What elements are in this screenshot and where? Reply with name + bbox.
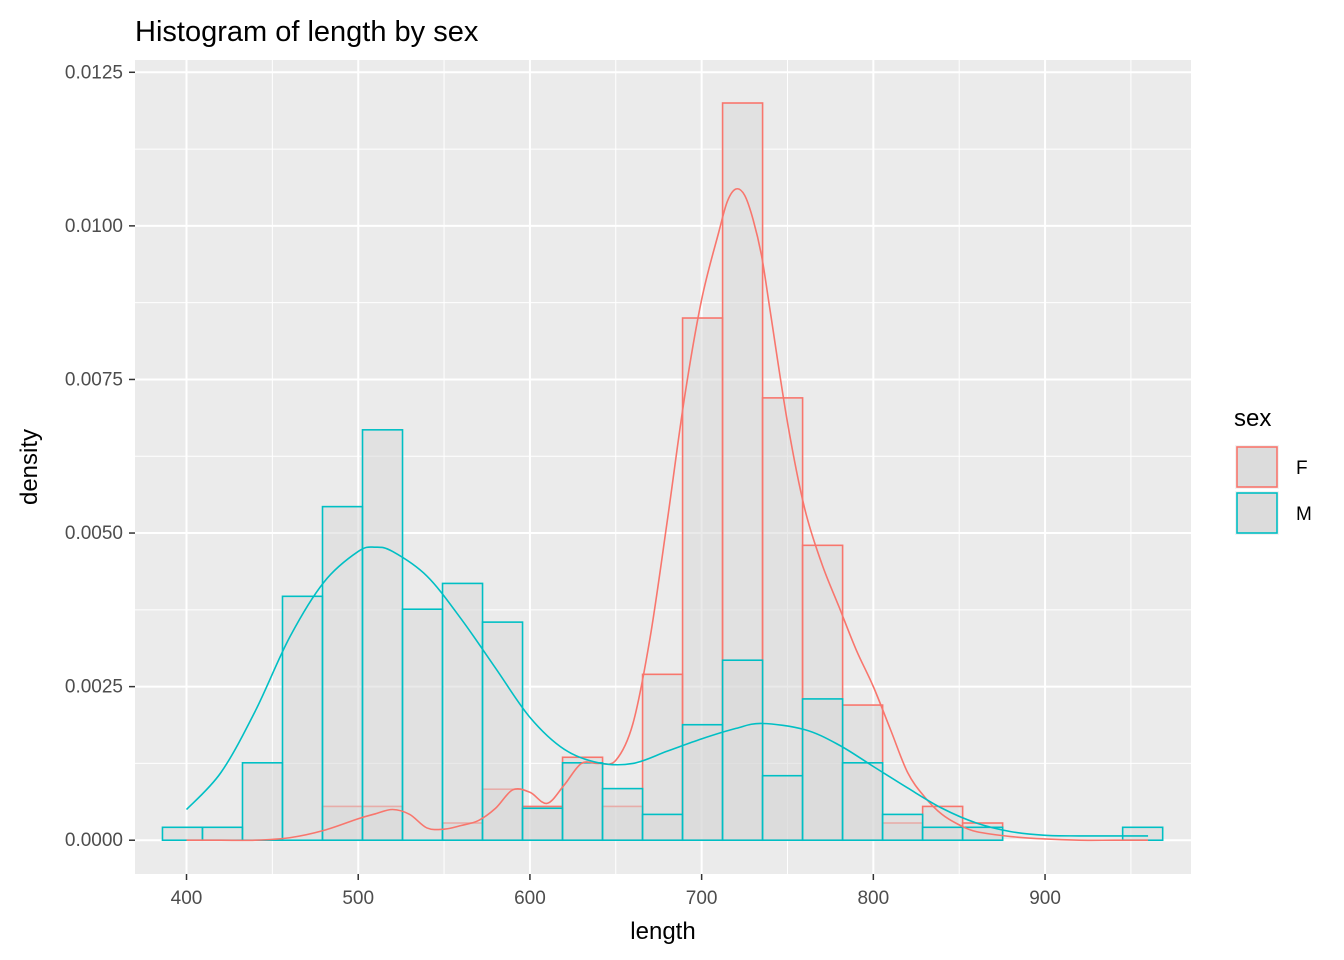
y-tick-label: 0.0050 [65, 523, 123, 544]
x-tick-label: 800 [857, 888, 889, 909]
bar-M [561, 762, 604, 842]
density-curves [185, 187, 1149, 842]
x-axis-title: length [630, 918, 695, 945]
bar-M [641, 813, 684, 842]
legend-key [1236, 492, 1278, 534]
bar-M [481, 621, 524, 842]
bar-F [641, 673, 684, 842]
chart-title: Histogram of length by sex [135, 16, 479, 48]
bar-M [201, 826, 244, 842]
bar-M [361, 429, 404, 842]
bar-M [401, 608, 444, 842]
bar-M [881, 813, 924, 842]
x-tick-label: 400 [171, 888, 203, 909]
density-curve-F [186, 187, 1149, 842]
y-tick-label: 0.0125 [65, 62, 123, 83]
density-curve-M [185, 546, 1149, 837]
x-tick-label: 600 [514, 888, 546, 909]
x-tick-label: 500 [342, 888, 374, 909]
y-tick-label: 0.0000 [65, 830, 123, 851]
axes: 0.0000 0.0025 0.0050 0.0075 0.0100 0.0125 400 5… [65, 62, 1061, 909]
x-tick-label: 700 [686, 888, 718, 909]
x-tick-label: 900 [1029, 888, 1061, 909]
bar-M [921, 826, 964, 842]
bar-M [281, 595, 324, 842]
bar-M [321, 505, 364, 842]
legend-item-F: F [1235, 445, 1308, 489]
bar-M [801, 698, 844, 842]
bar-M [601, 787, 644, 842]
bar-F [761, 397, 804, 842]
bar-M [1121, 826, 1164, 842]
bar-M [161, 826, 204, 842]
y-tick-label: 0.0100 [65, 216, 123, 237]
y-tick-label: 0.0025 [65, 677, 123, 698]
legend-title: sex [1234, 405, 1271, 432]
legend-item-M: M [1235, 491, 1312, 535]
bar-M [761, 774, 804, 842]
y-tick-label: 0.0075 [65, 369, 123, 390]
bar-M [841, 762, 884, 842]
legend: sex F M [1234, 405, 1312, 535]
legend-label: F [1296, 458, 1308, 479]
legend-key [1236, 446, 1278, 488]
bar-M [721, 659, 764, 842]
y-axis-title: density [16, 429, 43, 505]
bar-M [521, 807, 564, 842]
bar-M [681, 723, 724, 842]
bar-M [241, 762, 284, 842]
legend-label: M [1296, 504, 1312, 525]
